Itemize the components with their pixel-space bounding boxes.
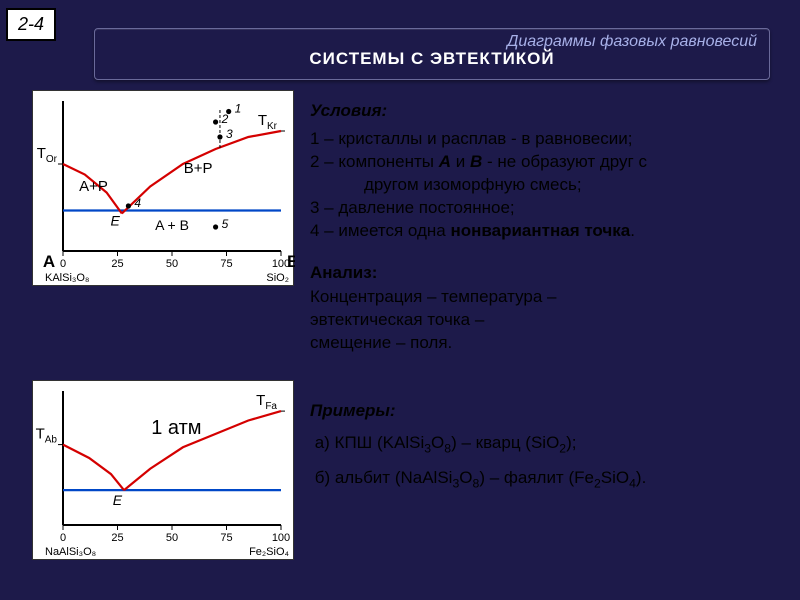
svg-text:100: 100 xyxy=(272,532,290,544)
svg-text:25: 25 xyxy=(111,532,123,544)
analysis-title: Анализ: xyxy=(310,262,780,285)
example-a: а) КПШ (KAlSi3O8) – кварц (SiO2); xyxy=(310,432,780,457)
svg-text:B: B xyxy=(287,252,295,271)
svg-text:TFa: TFa xyxy=(256,392,277,412)
svg-text:E: E xyxy=(113,492,123,508)
svg-text:Fe₂SiO₄: Fe₂SiO₄ xyxy=(249,546,289,558)
svg-text:75: 75 xyxy=(220,532,232,544)
svg-text:5: 5 xyxy=(222,217,229,231)
svg-text:NaAlSi₃O₈: NaAlSi₃O₈ xyxy=(45,546,96,558)
svg-text:TKr: TKr xyxy=(258,112,278,132)
conditions-list: 1 – кристаллы и расплав - в равновесии;2… xyxy=(310,128,780,243)
svg-text:50: 50 xyxy=(166,258,178,270)
svg-text:0: 0 xyxy=(60,532,66,544)
svg-text:E: E xyxy=(111,213,121,229)
svg-text:TOr: TOr xyxy=(37,145,58,165)
svg-text:TAb: TAb xyxy=(36,426,58,446)
svg-text:4: 4 xyxy=(134,196,141,210)
example-b: б) альбит (NaAlSi3O8) – фаялит (Fe2SiO4)… xyxy=(310,467,780,492)
chart1-svg: 0255075100TOrTKrEABKAlSi₃O₈SiO₂A+PB+PA +… xyxy=(33,91,295,287)
condition-item: другом изоморфную смесь; xyxy=(310,174,780,197)
svg-text:75: 75 xyxy=(220,258,232,270)
phase-diagram-2: 0 25 50 75 100 TAb TFa E NaAlSi₃O₈ Fe₂SiO₄ 1 атм xyxy=(32,380,294,560)
phase-diagram-1: 0255075100TOrTKrEABKAlSi₃O₈SiO₂A+PB+PA +… xyxy=(32,90,294,286)
condition-item: 2 – компоненты А и В - не образуют друг … xyxy=(310,151,780,174)
condition-item: 4 – имеется одна нонвариантная точка. xyxy=(310,220,780,243)
svg-text:3: 3 xyxy=(226,127,233,141)
header-main: СИСТЕМЫ С ЭВТЕКТИКОЙ xyxy=(107,49,757,69)
svg-text:2: 2 xyxy=(221,112,229,126)
condition-item: 3 – давление постоянное; xyxy=(310,197,780,220)
svg-text:KAlSi₃O₈: KAlSi₃O₈ xyxy=(45,272,90,284)
condition-item: 1 – кристаллы и расплав - в равновесии; xyxy=(310,128,780,151)
page-number: 2-4 xyxy=(6,8,56,41)
svg-text:25: 25 xyxy=(111,258,123,270)
header-band: Диаграммы фазовых равновесий СИСТЕМЫ С Э… xyxy=(94,28,770,80)
svg-text:1: 1 xyxy=(235,102,242,116)
svg-text:B+P: B+P xyxy=(184,160,213,177)
svg-text:A + B: A + B xyxy=(155,217,189,233)
chart2-svg: 0 25 50 75 100 TAb TFa E NaAlSi₃O₈ Fe₂SiO₄ 1 атм xyxy=(33,381,295,561)
examples-title: Примеры: xyxy=(310,400,780,423)
svg-text:A: A xyxy=(43,252,55,271)
svg-text:1 атм: 1 атм xyxy=(151,417,201,439)
conditions-title: Условия: xyxy=(310,100,780,123)
svg-text:SiO₂: SiO₂ xyxy=(266,272,289,284)
examples-body: а) КПШ (KAlSi3O8) – кварц (SiO2); б) аль… xyxy=(310,432,780,502)
svg-text:0: 0 xyxy=(60,258,66,270)
analysis-body: Концентрация – температура –эвтектическа… xyxy=(310,286,780,355)
svg-text:A+P: A+P xyxy=(79,178,108,195)
svg-text:50: 50 xyxy=(166,532,178,544)
